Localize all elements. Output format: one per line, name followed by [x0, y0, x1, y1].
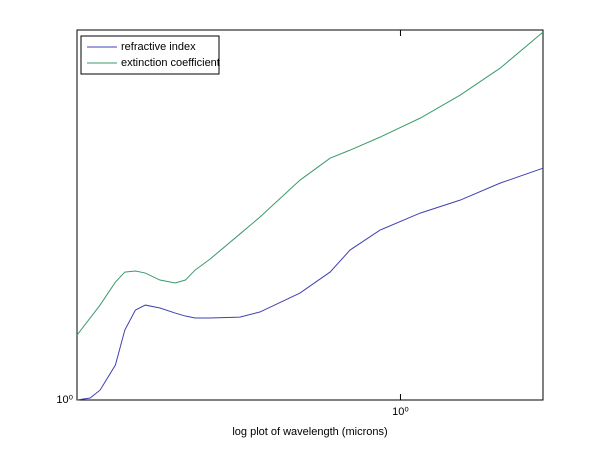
y-tick-label: 10⁰ — [56, 394, 73, 406]
x-axis-label: log plot of wavelength (microns) — [232, 426, 387, 438]
legend-label: extinction coefficient — [121, 57, 220, 69]
plot-frame — [76, 29, 544, 401]
legend-box — [80, 35, 220, 75]
x-tick-label: 10⁰ — [392, 406, 409, 418]
legend-label: refractive index — [121, 41, 196, 53]
data-line — [76, 31, 544, 336]
data-line — [76, 167, 544, 401]
